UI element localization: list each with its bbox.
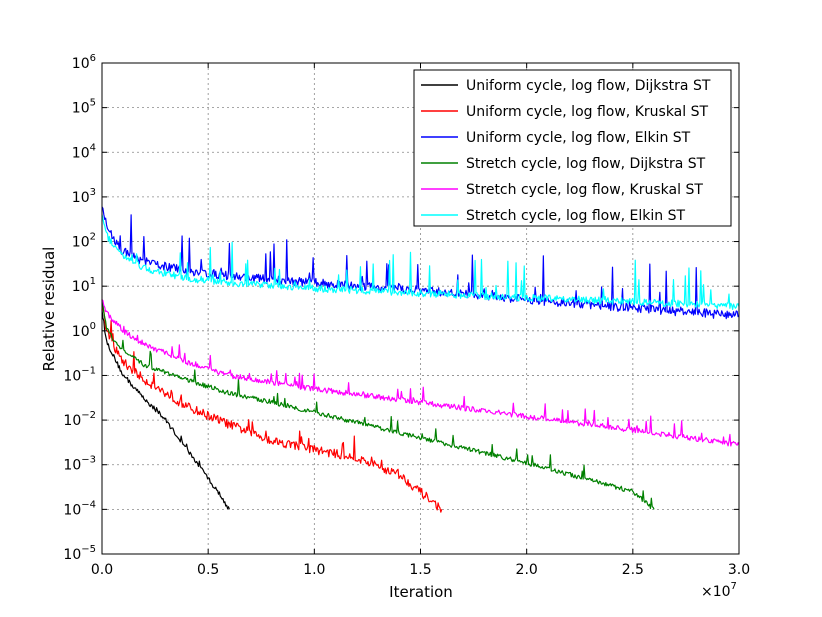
legend-label: Stretch cycle, log flow, Dijkstra ST xyxy=(466,156,706,172)
x-scale-factor-exp: 7 xyxy=(731,581,737,592)
y-tick-label: 10−5 xyxy=(63,544,96,563)
legend-label: Uniform cycle, log flow, Dijkstra ST xyxy=(466,78,711,94)
y-axis-label: Relative residual xyxy=(40,247,58,372)
y-tick-label: 10−3 xyxy=(63,455,96,474)
legend-label: Stretch cycle, log flow, Elkin ST xyxy=(466,208,685,224)
series-line xyxy=(101,299,740,447)
x-tick-label: 2.0 xyxy=(516,562,538,578)
series-line xyxy=(101,299,655,510)
y-tick-label: 100 xyxy=(72,321,96,340)
series-line xyxy=(101,206,740,320)
y-tick-label: 103 xyxy=(72,187,96,206)
series-line xyxy=(101,214,740,311)
x-tick-label: 2.5 xyxy=(622,562,644,578)
y-tick-label: 10−1 xyxy=(63,365,96,384)
series-line xyxy=(101,299,443,513)
x-scale-factor-base: ×10 xyxy=(701,584,731,600)
legend-label: Uniform cycle, log flow, Kruskal ST xyxy=(466,104,708,120)
x-tick-label: 3.0 xyxy=(728,562,750,578)
legend-box xyxy=(413,69,732,227)
x-axis-label: Iteration xyxy=(389,583,453,601)
x-tick-label: 0.5 xyxy=(197,562,219,578)
legend-label: Uniform cycle, log flow, Elkin ST xyxy=(466,130,691,146)
legend-label: Stretch cycle, log flow, Kruskal ST xyxy=(466,182,703,198)
y-tick-label: 10−2 xyxy=(63,410,96,429)
x-tick-label: 0.0 xyxy=(91,562,113,578)
series-group xyxy=(101,206,740,513)
legend: Uniform cycle, log flow, Dijkstra ST Unif… xyxy=(413,69,732,227)
y-tick-label: 10−4 xyxy=(63,499,96,518)
y-tick-label: 102 xyxy=(72,232,96,251)
x-tick-label: 1.5 xyxy=(409,562,431,578)
y-tick-label: 101 xyxy=(72,276,96,295)
ticks xyxy=(101,62,740,555)
tick-labels: 0.0 0.5 1.0 1.5 2.0 2.5 3.0 106 105 104 103 102 101 1… xyxy=(63,53,750,578)
series-line xyxy=(101,309,230,510)
y-tick-label: 105 xyxy=(72,98,96,117)
y-tick-label: 106 xyxy=(72,53,96,72)
x-scale-factor: ×107 xyxy=(701,581,737,600)
y-tick-label: 104 xyxy=(72,142,96,161)
x-tick-label: 1.0 xyxy=(303,562,325,578)
